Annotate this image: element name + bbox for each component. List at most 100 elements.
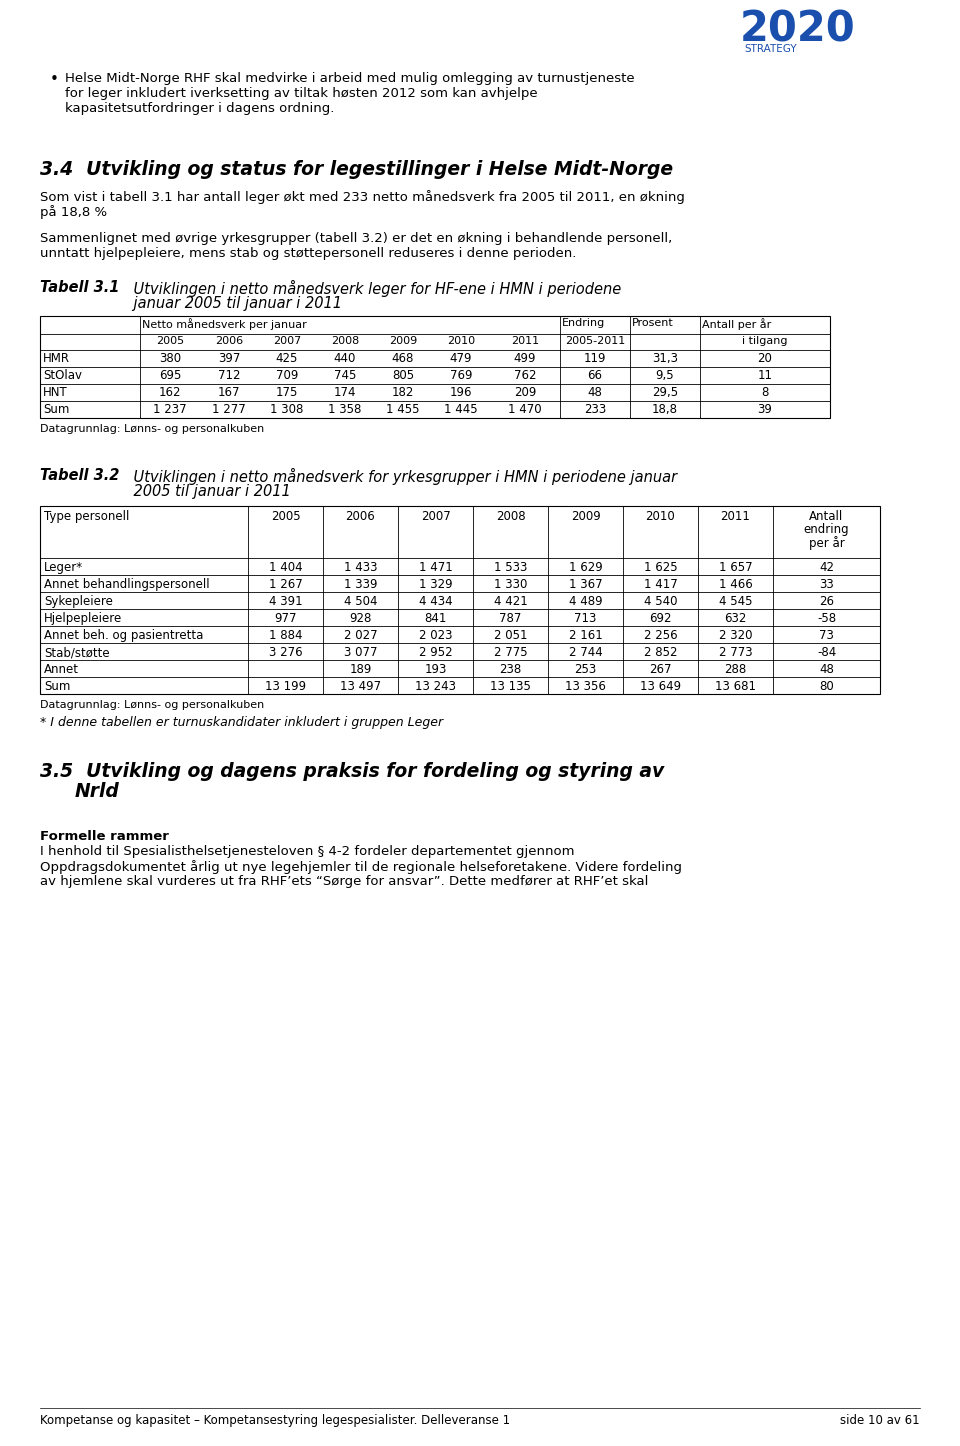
Text: 48: 48 bbox=[819, 664, 834, 675]
Text: Utviklingen i netto månedsverk leger for HF-ene i HMN i periodene: Utviklingen i netto månedsverk leger for… bbox=[115, 281, 621, 296]
Text: 2005: 2005 bbox=[156, 335, 184, 346]
Text: * I denne tabellen er turnuskandidater inkludert i gruppen Leger: * I denne tabellen er turnuskandidater i… bbox=[40, 716, 444, 729]
Text: 33: 33 bbox=[819, 578, 834, 591]
Text: 928: 928 bbox=[349, 612, 372, 625]
Text: januar 2005 til januar i 2011: januar 2005 til januar i 2011 bbox=[115, 296, 342, 311]
Text: 13 649: 13 649 bbox=[640, 680, 681, 693]
Text: 233: 233 bbox=[584, 403, 606, 416]
Text: 2008: 2008 bbox=[331, 335, 359, 346]
Text: 769: 769 bbox=[449, 369, 472, 382]
Text: Tabell 3.1: Tabell 3.1 bbox=[40, 281, 119, 295]
Text: 2 773: 2 773 bbox=[719, 646, 753, 659]
Text: 2 051: 2 051 bbox=[493, 629, 527, 642]
Text: Sum: Sum bbox=[43, 403, 69, 416]
Text: STRATEGY: STRATEGY bbox=[744, 43, 797, 54]
Text: 13 497: 13 497 bbox=[340, 680, 381, 693]
Text: 80: 80 bbox=[819, 680, 834, 693]
Text: 3 077: 3 077 bbox=[344, 646, 377, 659]
Text: 712: 712 bbox=[218, 369, 240, 382]
Text: 2 852: 2 852 bbox=[644, 646, 677, 659]
Text: 745: 745 bbox=[334, 369, 356, 382]
Text: 1 404: 1 404 bbox=[269, 561, 302, 574]
Text: Endring: Endring bbox=[562, 318, 605, 328]
Bar bbox=[40, 317, 830, 418]
Text: 1 471: 1 471 bbox=[419, 561, 452, 574]
Text: Nrld: Nrld bbox=[75, 782, 120, 801]
Text: 4 504: 4 504 bbox=[344, 594, 377, 607]
Text: 4 434: 4 434 bbox=[419, 594, 452, 607]
Text: 805: 805 bbox=[392, 369, 414, 382]
Text: 189: 189 bbox=[349, 664, 372, 675]
Text: 2009: 2009 bbox=[389, 335, 418, 346]
Text: 42: 42 bbox=[819, 561, 834, 574]
Text: 1 625: 1 625 bbox=[644, 561, 678, 574]
Text: 2006: 2006 bbox=[215, 335, 243, 346]
Text: 48: 48 bbox=[588, 386, 603, 399]
Text: 29,5: 29,5 bbox=[652, 386, 678, 399]
Text: 397: 397 bbox=[218, 351, 240, 364]
Text: Sammenlignet med øvrige yrkesgrupper (tabell 3.2) er det en økning i behandlende: Sammenlignet med øvrige yrkesgrupper (ta… bbox=[40, 231, 672, 244]
Text: 3 276: 3 276 bbox=[269, 646, 302, 659]
Text: 3.4  Utvikling og status for legestillinger i Helse Midt-Norge: 3.4 Utvikling og status for legestilling… bbox=[40, 161, 673, 179]
Text: 1 455: 1 455 bbox=[386, 403, 420, 416]
Text: 253: 253 bbox=[574, 664, 596, 675]
Text: for leger inkludert iverksetting av tiltak høsten 2012 som kan avhjelpe: for leger inkludert iverksetting av tilt… bbox=[65, 87, 538, 100]
Text: 2 256: 2 256 bbox=[644, 629, 678, 642]
Text: 2010: 2010 bbox=[447, 335, 475, 346]
Text: 39: 39 bbox=[757, 403, 773, 416]
Text: 31,3: 31,3 bbox=[652, 351, 678, 364]
Text: 1 417: 1 417 bbox=[643, 578, 678, 591]
Text: 499: 499 bbox=[514, 351, 537, 364]
Text: 762: 762 bbox=[514, 369, 537, 382]
Text: -84: -84 bbox=[817, 646, 836, 659]
Text: 26: 26 bbox=[819, 594, 834, 607]
Text: Utviklingen i netto månedsverk for yrkesgrupper i HMN i periodene januar: Utviklingen i netto månedsverk for yrkes… bbox=[115, 469, 677, 484]
Text: 288: 288 bbox=[725, 664, 747, 675]
Text: 1 470: 1 470 bbox=[508, 403, 541, 416]
Text: 425: 425 bbox=[276, 351, 299, 364]
Text: 2020: 2020 bbox=[740, 9, 855, 51]
Text: Datagrunnlag: Lønns- og personalkuben: Datagrunnlag: Lønns- og personalkuben bbox=[40, 424, 264, 434]
Text: 162: 162 bbox=[158, 386, 181, 399]
Text: 2 320: 2 320 bbox=[719, 629, 753, 642]
Text: 841: 841 bbox=[424, 612, 446, 625]
Text: 1 445: 1 445 bbox=[444, 403, 478, 416]
Text: 1 308: 1 308 bbox=[271, 403, 303, 416]
Text: StOlav: StOlav bbox=[43, 369, 82, 382]
Text: Oppdragsdokumentet årlig ut nye legehjemler til de regionale helseforetakene. Vi: Oppdragsdokumentet årlig ut nye legehjem… bbox=[40, 860, 682, 873]
Text: 1 277: 1 277 bbox=[212, 403, 246, 416]
Text: 4 489: 4 489 bbox=[568, 594, 602, 607]
Text: Datagrunnlag: Lønns- og personalkuben: Datagrunnlag: Lønns- og personalkuben bbox=[40, 700, 264, 710]
Text: 13 135: 13 135 bbox=[490, 680, 531, 693]
Text: 267: 267 bbox=[649, 664, 672, 675]
Text: 440: 440 bbox=[334, 351, 356, 364]
Text: 2011: 2011 bbox=[721, 510, 751, 523]
Text: 1 237: 1 237 bbox=[154, 403, 187, 416]
Text: 3.5  Utvikling og dagens praksis for fordeling og styring av: 3.5 Utvikling og dagens praksis for ford… bbox=[40, 762, 664, 781]
Text: 2 027: 2 027 bbox=[344, 629, 377, 642]
Text: 174: 174 bbox=[334, 386, 356, 399]
Text: 1 329: 1 329 bbox=[419, 578, 452, 591]
Text: HMR: HMR bbox=[43, 351, 70, 364]
Text: 2 161: 2 161 bbox=[568, 629, 602, 642]
Text: Leger*: Leger* bbox=[44, 561, 84, 574]
Text: i tilgang: i tilgang bbox=[742, 335, 788, 346]
Text: 1 657: 1 657 bbox=[719, 561, 753, 574]
Text: Tabell 3.2: Tabell 3.2 bbox=[40, 469, 119, 483]
Text: 632: 632 bbox=[724, 612, 747, 625]
Text: 2 744: 2 744 bbox=[568, 646, 602, 659]
Text: Annet beh. og pasientretta: Annet beh. og pasientretta bbox=[44, 629, 204, 642]
Text: Sum: Sum bbox=[44, 680, 70, 693]
Text: 2 775: 2 775 bbox=[493, 646, 527, 659]
Text: 2005 til januar i 2011: 2005 til januar i 2011 bbox=[115, 484, 291, 499]
Text: per år: per år bbox=[808, 536, 845, 549]
Text: 4 391: 4 391 bbox=[269, 594, 302, 607]
Text: 2005: 2005 bbox=[271, 510, 300, 523]
Text: 8: 8 bbox=[761, 386, 769, 399]
Text: side 10 av 61: side 10 av 61 bbox=[840, 1414, 920, 1427]
Text: 11: 11 bbox=[757, 369, 773, 382]
Text: 2007: 2007 bbox=[420, 510, 450, 523]
Text: 182: 182 bbox=[392, 386, 414, 399]
Text: 1 433: 1 433 bbox=[344, 561, 377, 574]
Text: 18,8: 18,8 bbox=[652, 403, 678, 416]
